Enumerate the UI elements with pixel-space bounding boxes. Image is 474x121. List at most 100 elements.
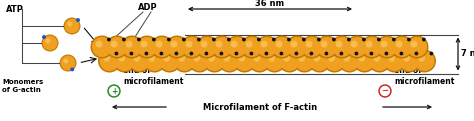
Circle shape: [137, 38, 141, 41]
Circle shape: [249, 51, 270, 71]
Circle shape: [418, 55, 425, 62]
Circle shape: [271, 35, 293, 58]
Circle shape: [373, 55, 380, 62]
Circle shape: [155, 41, 163, 48]
Circle shape: [218, 49, 241, 72]
Circle shape: [181, 35, 203, 58]
Circle shape: [216, 41, 223, 48]
Circle shape: [361, 35, 383, 58]
Circle shape: [355, 52, 358, 55]
Circle shape: [193, 55, 200, 62]
Circle shape: [414, 51, 435, 71]
Circle shape: [285, 35, 309, 58]
Circle shape: [362, 38, 366, 41]
Circle shape: [321, 41, 328, 48]
Circle shape: [126, 41, 133, 48]
Circle shape: [227, 38, 231, 41]
Circle shape: [422, 38, 426, 41]
Circle shape: [113, 49, 136, 72]
Circle shape: [339, 52, 343, 55]
Circle shape: [136, 35, 158, 58]
Circle shape: [257, 38, 261, 41]
Circle shape: [268, 55, 275, 62]
Text: +: +: [111, 87, 117, 95]
Circle shape: [370, 51, 390, 71]
Circle shape: [392, 37, 412, 57]
Circle shape: [103, 55, 110, 62]
Text: Microfilament of F-actin: Microfilament of F-actin: [203, 102, 317, 111]
Circle shape: [257, 37, 277, 57]
Circle shape: [240, 35, 264, 58]
Circle shape: [226, 35, 248, 58]
Circle shape: [400, 52, 403, 55]
Circle shape: [261, 41, 268, 48]
Circle shape: [249, 52, 253, 55]
Circle shape: [197, 38, 201, 41]
Circle shape: [413, 49, 436, 72]
Text: end of
microfilament: end of microfilament: [394, 66, 455, 86]
Circle shape: [91, 35, 113, 58]
Circle shape: [313, 55, 320, 62]
Circle shape: [255, 35, 279, 58]
Circle shape: [210, 35, 234, 58]
Circle shape: [403, 55, 410, 62]
Circle shape: [332, 37, 352, 57]
Circle shape: [235, 52, 238, 55]
Circle shape: [212, 38, 216, 41]
Circle shape: [100, 51, 119, 71]
Circle shape: [70, 67, 74, 71]
Circle shape: [148, 55, 155, 62]
Circle shape: [339, 51, 359, 71]
Circle shape: [287, 37, 307, 57]
Circle shape: [302, 37, 322, 57]
Circle shape: [365, 41, 373, 48]
Circle shape: [375, 35, 399, 58]
Circle shape: [392, 38, 396, 41]
Circle shape: [391, 35, 413, 58]
Circle shape: [381, 41, 388, 48]
Circle shape: [347, 38, 351, 41]
Circle shape: [167, 37, 187, 57]
Circle shape: [276, 41, 283, 48]
Circle shape: [368, 49, 391, 72]
Circle shape: [358, 55, 365, 62]
Circle shape: [400, 51, 419, 71]
Circle shape: [377, 37, 397, 57]
Text: Monomers
of G-actin: Monomers of G-actin: [2, 79, 43, 93]
Circle shape: [330, 35, 354, 58]
Circle shape: [133, 55, 140, 62]
Circle shape: [323, 49, 346, 72]
Circle shape: [355, 51, 374, 71]
Circle shape: [291, 41, 298, 48]
Circle shape: [301, 35, 323, 58]
Circle shape: [118, 55, 125, 62]
Circle shape: [107, 37, 127, 57]
Circle shape: [242, 37, 262, 57]
Circle shape: [219, 52, 223, 55]
Circle shape: [317, 38, 321, 41]
Circle shape: [158, 49, 181, 72]
Circle shape: [43, 36, 57, 50]
Text: 7 nm: 7 nm: [461, 49, 474, 58]
Circle shape: [294, 52, 298, 55]
Circle shape: [398, 49, 421, 72]
Circle shape: [188, 49, 211, 72]
Circle shape: [42, 34, 58, 52]
Circle shape: [42, 35, 46, 39]
Circle shape: [246, 41, 253, 48]
Circle shape: [128, 49, 151, 72]
Circle shape: [186, 41, 192, 48]
Circle shape: [152, 38, 156, 41]
Circle shape: [110, 41, 118, 48]
Circle shape: [336, 41, 343, 48]
Circle shape: [137, 37, 157, 57]
Circle shape: [190, 52, 193, 55]
Circle shape: [328, 55, 335, 62]
Circle shape: [171, 41, 178, 48]
Circle shape: [212, 37, 232, 57]
Circle shape: [388, 55, 395, 62]
Circle shape: [310, 52, 313, 55]
Circle shape: [283, 55, 290, 62]
Circle shape: [346, 35, 368, 58]
Circle shape: [106, 35, 128, 58]
